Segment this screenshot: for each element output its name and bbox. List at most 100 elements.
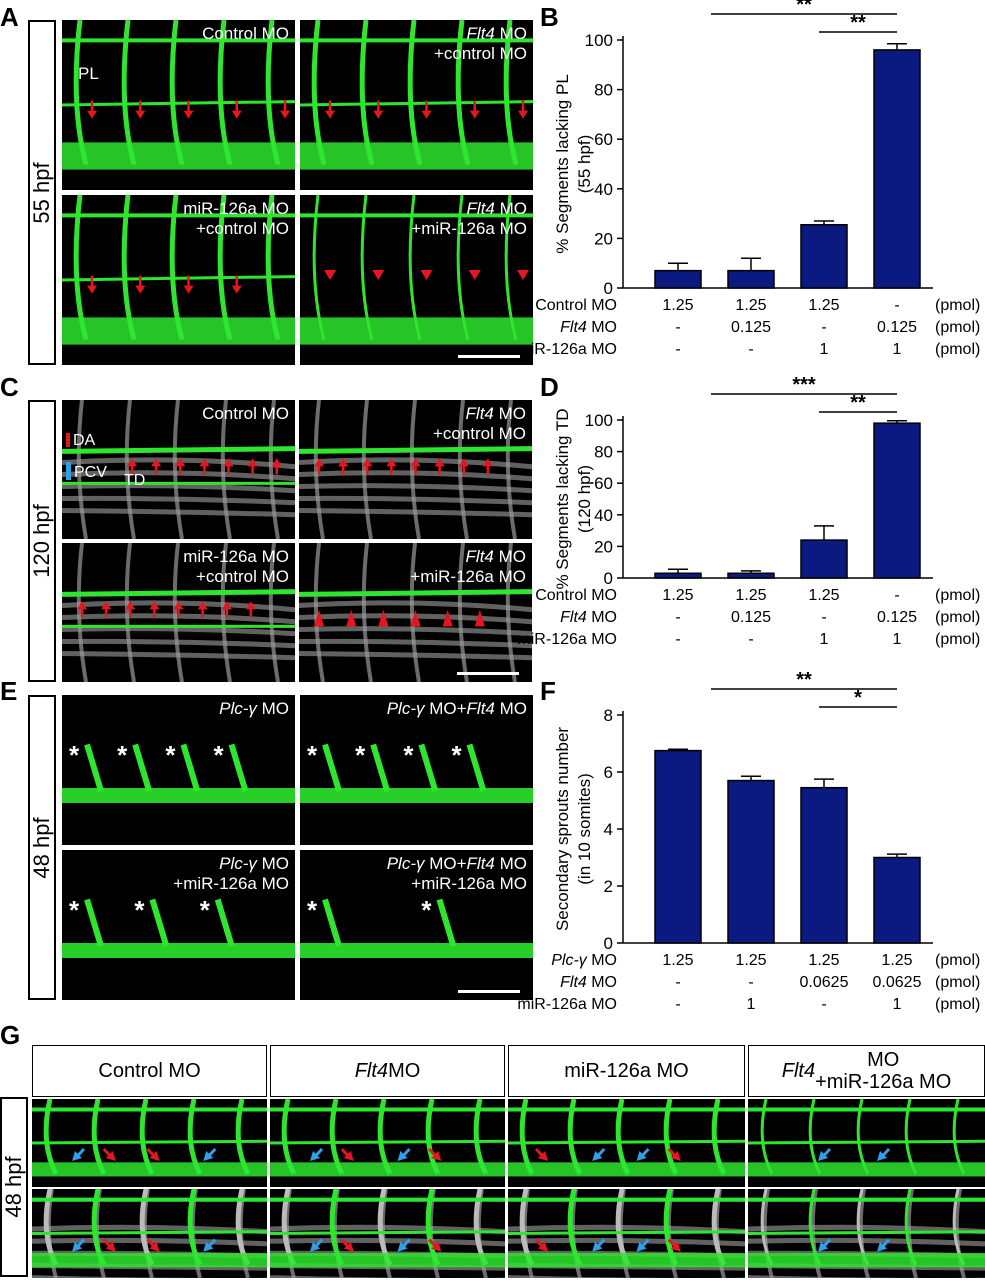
- g-micrograph-1-1: [32, 1099, 267, 1187]
- panel-letter-b: B: [540, 2, 559, 32]
- bar: [873, 422, 921, 579]
- bar: [800, 224, 848, 289]
- bar: [727, 269, 775, 289]
- unit-label: (pmol): [935, 341, 980, 358]
- micrograph-label-e-2: Plc-γ MO+Flt4 MO: [386, 699, 527, 718]
- asterisk-icon: *: [199, 895, 210, 925]
- time-label-e: 48 hpf: [28, 695, 56, 1000]
- panel-letter-c: C: [0, 372, 19, 402]
- micrograph-label-c-1: Control MO: [202, 404, 289, 423]
- micrograph-a-4: Flt4 MO +miR-126a MO: [300, 195, 533, 365]
- bar: [800, 539, 848, 579]
- td-label: TD: [124, 472, 146, 489]
- asterisk-icon: *: [451, 740, 462, 770]
- micrograph-e-3: Plc-γ MO +miR-126a MO * * *: [62, 850, 295, 1000]
- condition-value: 1: [893, 341, 902, 358]
- panel-letter-e: E: [0, 676, 18, 706]
- unit-label: (pmol): [935, 297, 980, 314]
- condition-value: 1.25: [808, 952, 839, 969]
- g-micrograph-4-2: [748, 1189, 985, 1278]
- condition-value: 1.25: [735, 587, 766, 604]
- unit-label: (pmol): [935, 952, 980, 969]
- condition-value: 1.25: [808, 297, 839, 314]
- micrograph-label-a-3: miR-126a MO +control MO: [183, 199, 289, 238]
- unit-label: (pmol): [935, 587, 980, 604]
- micrograph-a-2: Flt4 MO +control MO: [300, 20, 533, 190]
- chart-d: 0 20 40 60 80 100% Segments lacking TD (120 hp…: [517, 374, 985, 750]
- asterisk-icon: *: [307, 740, 318, 770]
- y-tick-label: 20: [594, 229, 613, 248]
- condition-value: 0.125: [877, 319, 917, 336]
- y-tick-label: 80: [594, 443, 613, 462]
- micrograph-label-c-3: miR-126a MO +control MO: [183, 547, 289, 586]
- y-axis-label: % Segments lacking PL (55 hpf): [553, 74, 594, 254]
- y-tick-label: 4: [604, 820, 613, 839]
- condition-label: miR-126a MO: [517, 341, 617, 358]
- condition-label: Flt4 MO: [560, 974, 617, 991]
- condition-value: 1: [820, 341, 829, 358]
- arrowhead-icon: [468, 270, 481, 280]
- bar: [873, 49, 921, 289]
- significance-marker: ***: [792, 374, 816, 396]
- condition-label: Control MO: [535, 297, 617, 314]
- time-label-c: 120 hpf: [28, 400, 56, 682]
- unit-label: (pmol): [935, 996, 980, 1013]
- asterisk-icon: *: [213, 740, 224, 770]
- asterisk-icon: *: [421, 895, 432, 925]
- micrograph-c-4: Flt4 MO +miR-126a MO: [299, 543, 532, 682]
- significance-marker: **: [796, 0, 812, 16]
- condition-value: 1: [893, 996, 902, 1013]
- g-column-title-3: miR-126a MO: [508, 1045, 745, 1097]
- bar: [654, 572, 702, 579]
- condition-value: -: [748, 341, 753, 358]
- asterisk-icon: *: [403, 740, 414, 770]
- condition-value: -: [821, 319, 826, 336]
- significance-marker: *: [854, 687, 862, 709]
- panel-letter-g: G: [0, 1020, 21, 1050]
- condition-value: 0.125: [731, 609, 771, 626]
- time-label-g: 48 hpf: [0, 1097, 28, 1277]
- condition-value: 0.125: [877, 609, 917, 626]
- y-tick-label: 60: [594, 130, 613, 149]
- panel-letter-a: A: [0, 2, 19, 32]
- g-column-title-1: Control MO: [32, 1045, 267, 1097]
- condition-label: miR-126a MO: [517, 996, 617, 1013]
- significance-marker: **: [796, 669, 812, 691]
- condition-value: 1: [893, 631, 902, 648]
- g-micrograph-4-1: [748, 1099, 985, 1187]
- condition-value: 1.25: [735, 952, 766, 969]
- asterisk-icon: *: [69, 740, 80, 770]
- condition-value: 1.25: [662, 587, 693, 604]
- condition-value: 0.0625: [873, 974, 922, 991]
- asterisk-icon: *: [117, 740, 128, 770]
- y-axis-label: % Segments lacking TD (120 hpf): [553, 408, 594, 589]
- micrograph-label-e-1: Plc-γ MO: [219, 699, 289, 718]
- g-micrograph-3-1: [508, 1099, 745, 1187]
- bar: [727, 779, 775, 944]
- condition-value: -: [821, 609, 826, 626]
- scale-bar: [458, 990, 520, 993]
- g-column-title-4: Flt4 MO +miR-126a MO: [748, 1045, 985, 1097]
- g-micrograph-3-2: [508, 1189, 745, 1278]
- arrowhead-icon: [324, 270, 336, 280]
- y-tick-label: 0: [604, 934, 613, 953]
- micrograph-label-c-4: Flt4 MO +miR-126a MO: [410, 547, 526, 586]
- condition-value: -: [894, 297, 899, 314]
- condition-value: 1.25: [662, 952, 693, 969]
- asterisk-icon: *: [69, 895, 80, 925]
- micrograph-e-1: Plc-γ MO * * * *: [62, 695, 295, 845]
- condition-value: 1.25: [662, 297, 693, 314]
- arrowhead-icon: [420, 270, 433, 280]
- condition-label: Control MO: [535, 587, 617, 604]
- scale-bar: [457, 672, 519, 675]
- condition-value: 0.0625: [800, 974, 849, 991]
- asterisk-icon: *: [165, 740, 176, 770]
- micrograph-e-4: Plc-γ MO+Flt4 MO +miR-126a MO * *: [300, 850, 533, 1000]
- micrograph-label-a-4: Flt4 MO +miR-126a MO: [411, 199, 527, 238]
- condition-value: -: [675, 996, 680, 1013]
- asterisk-icon: *: [355, 740, 366, 770]
- y-tick-label: 20: [594, 537, 613, 556]
- micrograph-label-a-2: Flt4 MO +control MO: [433, 24, 527, 63]
- g-micrograph-1-2: [32, 1189, 267, 1278]
- micrograph-c-1: Control MO: [62, 400, 295, 539]
